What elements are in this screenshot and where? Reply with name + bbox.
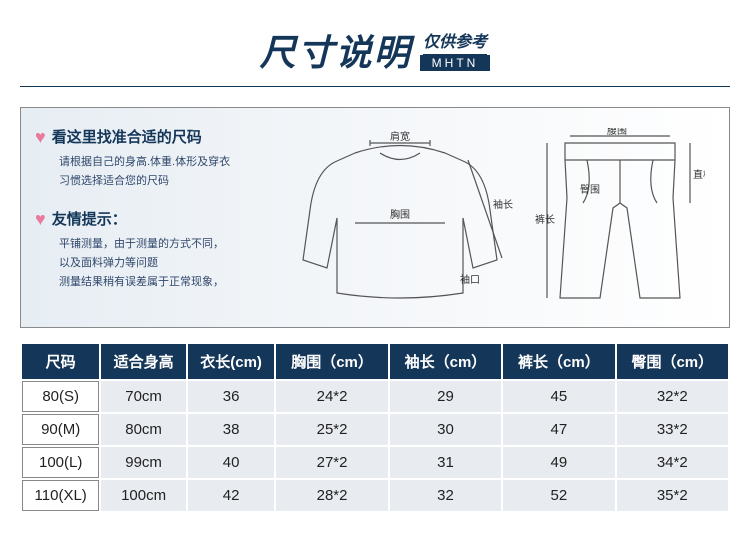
cell: 99cm [101,447,185,478]
info-line: 请根据自己的身高.体重.体形及穿衣 [59,153,275,172]
info-right: 肩宽 胸围 袖长 袖口 腰围 臀围 直档长 裤长 [275,126,715,309]
table-row: 110(XL) 100cm 42 28*2 32 52 35*2 [22,480,728,511]
cell: 31 [390,447,501,478]
cell: 52 [503,480,614,511]
table-body: 80(S) 70cm 36 24*2 29 45 32*2 90(M) 80cm… [22,381,728,511]
th-height: 适合身高 [101,344,185,379]
pants-diagram: 腰围 臀围 直档长 裤长 [535,128,705,308]
svg-text:袖长: 袖长 [493,198,513,211]
info-line: 习惯选择适合您的尺码 [59,172,275,191]
info-head: ♥ 友情提示： [35,208,275,229]
cell: 38 [188,414,275,445]
table-head: 尺码 适合身高 衣长(cm) 胸围（cm） 袖长（cm） 裤长（cm） 臀围（c… [22,344,728,379]
cell: 28*2 [276,480,387,511]
cell: 35*2 [617,480,728,511]
cell: 25*2 [276,414,387,445]
header-rule [20,86,730,87]
info-left: ♥ 看这里找准合适的尺码 请根据自己的身高.体重.体形及穿衣 习惯选择适合您的尺… [35,126,275,309]
th-chest: 胸围（cm） [276,344,387,379]
heart-icon: ♥ [35,128,46,146]
svg-text:腰围: 腰围 [607,128,627,137]
cell: 40 [188,447,275,478]
info-head: ♥ 看这里找准合适的尺码 [35,126,275,147]
title-row: 尺寸说明 仅供参考 MHTN [260,24,491,76]
cell: 32 [390,480,501,511]
cell: 27*2 [276,447,387,478]
info-item-tip: ♥ 友情提示： 平铺测量，由于测量的方式不同， 以及面料弹力等问题 测量结果稍有… [35,208,275,291]
sub-title: 仅供参考 [423,28,487,56]
info-title-2: 友情提示： [52,208,127,229]
info-title-1: 看这里找准合适的尺码 [52,126,202,147]
cell: 110(XL) [22,480,99,511]
cell: 36 [188,381,275,412]
cell: 24*2 [276,381,387,412]
info-body-2: 平铺测量，由于测量的方式不同， 以及面料弹力等问题 测量结果稍有误差属于正常现象… [35,235,275,291]
cell: 49 [503,447,614,478]
th-hip: 臀围（cm） [617,344,728,379]
heart-icon: ♥ [35,210,46,228]
cell: 100(L) [22,447,99,478]
th-sleeve: 袖长（cm） [390,344,501,379]
cell: 90(M) [22,414,99,445]
svg-text:臀围: 臀围 [580,184,600,196]
brand-badge: MHTN [420,55,491,71]
info-line: 平铺测量，由于测量的方式不同， [59,235,275,254]
cell: 100cm [101,480,185,511]
cell: 30 [390,414,501,445]
table-row: 90(M) 80cm 38 25*2 30 47 33*2 [22,414,728,445]
svg-text:袖口: 袖口 [460,273,480,286]
cell: 32*2 [617,381,728,412]
cell: 33*2 [617,414,728,445]
cell: 80(S) [22,381,99,412]
subtitle-block: 仅供参考 MHTN [420,28,491,71]
th-size: 尺码 [22,344,99,379]
table-row: 80(S) 70cm 36 24*2 29 45 32*2 [22,381,728,412]
info-line: 测量结果稍有误差属于正常现象， [59,273,275,292]
info-box: ♥ 看这里找准合适的尺码 请根据自己的身高.体重.体形及穿衣 习惯选择适合您的尺… [20,107,730,328]
cell: 29 [390,381,501,412]
cell: 34*2 [617,447,728,478]
shirt-diagram: 肩宽 胸围 袖长 袖口 [285,128,515,308]
svg-text:直档长: 直档长 [693,168,705,181]
th-pants: 裤长（cm） [503,344,614,379]
cell: 80cm [101,414,185,445]
header: 尺寸说明 仅供参考 MHTN [0,0,750,86]
size-table: 尺码 适合身高 衣长(cm) 胸围（cm） 袖长（cm） 裤长（cm） 臀围（c… [20,342,730,513]
info-item-size: ♥ 看这里找准合适的尺码 请根据自己的身高.体重.体形及穿衣 习惯选择适合您的尺… [35,126,275,190]
cell: 45 [503,381,614,412]
cell: 70cm [101,381,185,412]
svg-text:裤长: 裤长 [535,213,555,226]
cell: 42 [188,480,275,511]
th-length: 衣长(cm) [188,344,275,379]
table-header-row: 尺码 适合身高 衣长(cm) 胸围（cm） 袖长（cm） 裤长（cm） 臀围（c… [22,344,728,379]
info-line: 以及面料弹力等问题 [59,254,275,273]
info-body-1: 请根据自己的身高.体重.体形及穿衣 习惯选择适合您的尺码 [35,153,275,190]
cell: 47 [503,414,614,445]
svg-text:肩宽: 肩宽 [390,130,410,143]
table-row: 100(L) 99cm 40 27*2 31 49 34*2 [22,447,728,478]
main-title: 尺寸说明 [260,24,412,76]
svg-text:胸围: 胸围 [390,208,410,221]
